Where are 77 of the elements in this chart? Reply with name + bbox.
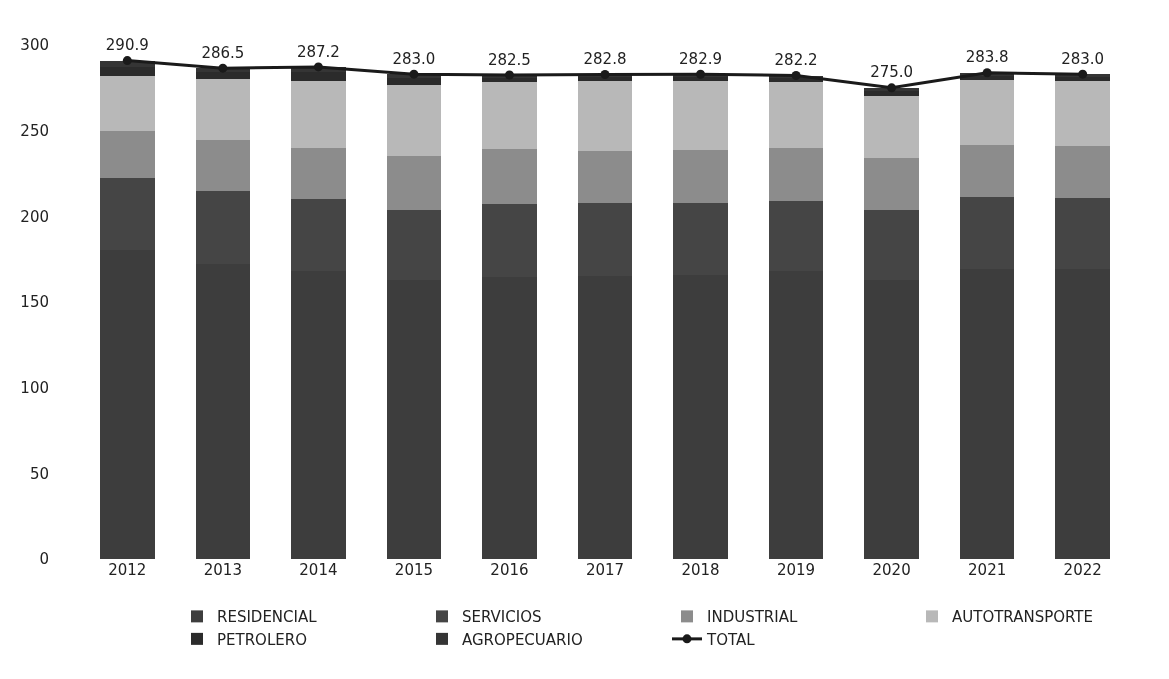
legend-label: AGROPECUARIO (462, 630, 583, 649)
bar (959, 144, 1015, 198)
point (982, 68, 992, 78)
x-tick-label: 2016 (490, 561, 529, 579)
y-tick-label: 300 (20, 36, 49, 55)
point (504, 70, 514, 80)
data-label: 282.9 (679, 49, 723, 68)
bar (482, 77, 537, 82)
bar (673, 150, 728, 203)
data-label: 282.8 (583, 50, 627, 69)
bar (577, 151, 633, 204)
bar (1055, 76, 1110, 81)
bar (100, 131, 155, 179)
point (887, 83, 897, 93)
y-tick-label: 250 (20, 121, 49, 140)
bar (768, 148, 824, 202)
bar (291, 80, 346, 148)
y-tick-label: 100 (20, 378, 49, 397)
data-label: 283.0 (1061, 49, 1105, 68)
bar (577, 77, 633, 82)
data-label: 286.5 (201, 43, 245, 62)
bar (386, 78, 442, 85)
bar (864, 96, 919, 159)
y-tick-label: 200 (20, 207, 49, 226)
bar (195, 139, 251, 192)
data-label: 290.9 (105, 36, 149, 55)
legend-label: RESIDENCIAL (217, 608, 318, 627)
bar (291, 147, 346, 199)
legend-label: INDUSTRIAL (707, 608, 798, 627)
bar (1055, 80, 1110, 146)
bar (195, 78, 251, 140)
bar (673, 77, 728, 82)
point (313, 62, 323, 72)
point (696, 69, 706, 79)
bar (1055, 145, 1110, 199)
y-tick-label: 0 (39, 550, 49, 569)
bar (386, 84, 442, 156)
point (1078, 69, 1088, 79)
data-label: 282.5 (487, 50, 531, 69)
point (600, 69, 610, 79)
bar (864, 91, 919, 97)
x-tick-label: 2019 (776, 561, 816, 579)
legend-label: SERVICIOS (462, 608, 542, 627)
data-label: 287.2 (296, 42, 340, 61)
x-tick-label: 2015 (394, 561, 434, 579)
x-tick-label: 2021 (968, 561, 1007, 579)
bar (291, 72, 346, 81)
bar (768, 82, 824, 149)
bar (864, 158, 919, 210)
x-tick-label: 2012 (108, 561, 147, 579)
x-tick-label: 2018 (681, 561, 720, 579)
bar (577, 81, 633, 152)
data-label: 282.2 (774, 51, 818, 70)
bar (482, 149, 537, 204)
y-tick-label: 150 (20, 293, 49, 312)
point (122, 56, 132, 66)
y-tick-label: 50 (29, 464, 49, 483)
x-tick-label: 2017 (585, 561, 625, 579)
legend-label: TOTAL (706, 630, 756, 649)
point (218, 63, 228, 73)
bar (100, 75, 155, 132)
data-label: 275.0 (870, 63, 914, 82)
x-tick-label: 2013 (203, 561, 242, 579)
point (409, 69, 419, 79)
bar (195, 72, 251, 79)
data-label: 283.8 (965, 48, 1009, 67)
x-tick-label: 2014 (299, 561, 338, 579)
bar (673, 81, 728, 151)
bar (386, 155, 442, 210)
x-tick-label: 2020 (872, 561, 911, 579)
data-label: 283.0 (392, 49, 436, 68)
legend-label: PETROLERO (217, 630, 307, 649)
legend-label: AUTOTRANSPORTE (952, 608, 1094, 627)
bar (482, 81, 537, 150)
x-tick-label: 2022 (1063, 561, 1102, 579)
bar (959, 79, 1015, 145)
point (791, 71, 801, 80)
